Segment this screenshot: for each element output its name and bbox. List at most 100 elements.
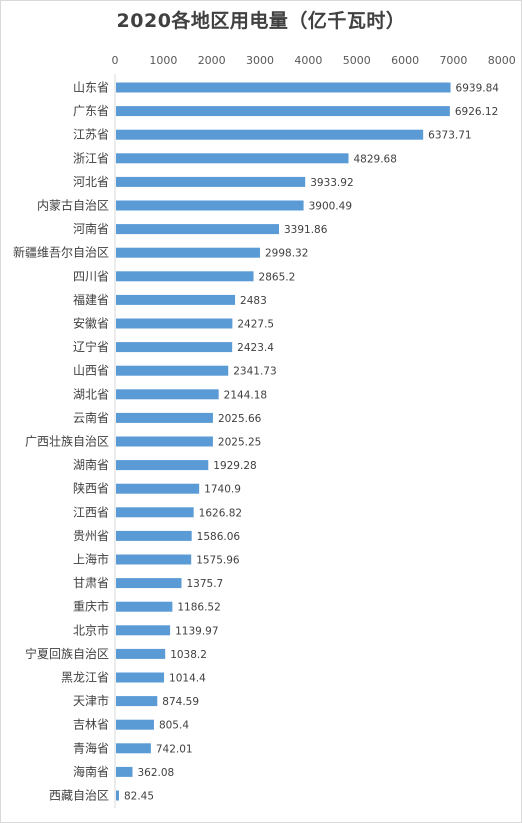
category-label: 四川省: [73, 269, 109, 283]
x-tick-label: 4000: [294, 54, 322, 67]
category-label: 北京市: [73, 622, 109, 637]
category-label: 贵州省: [73, 529, 109, 543]
data-label: 742.01: [156, 743, 193, 755]
bar: [116, 318, 233, 329]
bar: [116, 389, 219, 400]
data-label: 1139.97: [175, 625, 218, 637]
category-label: 安徽省: [73, 316, 109, 331]
category-label: 江苏省: [73, 128, 109, 142]
data-label: 1929.28: [213, 460, 256, 472]
category-label: 湖北省: [73, 386, 109, 401]
data-label: 2483: [240, 295, 267, 307]
category-label: 海南省: [73, 764, 109, 779]
bar: [116, 648, 166, 659]
bar: [116, 743, 151, 754]
category-label: 湖南省: [73, 457, 109, 472]
data-label: 362.08: [138, 767, 175, 779]
category-label: 上海市: [73, 552, 109, 567]
bar: [116, 412, 213, 423]
x-tick-label: 1000: [149, 54, 177, 67]
bar: [116, 271, 254, 282]
category-label: 青海省: [73, 740, 109, 755]
data-label: 6373.71: [428, 130, 471, 142]
x-tick-label: 3000: [246, 54, 274, 67]
data-label: 1186.52: [177, 602, 220, 614]
category-label: 西藏自治区: [49, 789, 109, 803]
data-label: 6939.84: [456, 83, 500, 95]
x-tick-label: 5000: [343, 54, 371, 67]
data-label: 2144.18: [224, 389, 267, 401]
data-label: 1740.9: [204, 484, 241, 496]
data-label: 1375.7: [187, 578, 224, 590]
category-label: 黑龙江省: [61, 671, 109, 685]
category-label: 辽宁省: [73, 339, 109, 354]
bar: [116, 625, 171, 636]
category-label: 宁夏回族自治区: [25, 646, 109, 661]
category-label: 山东省: [73, 81, 109, 95]
category-label: 新疆维吾尔自治区: [13, 245, 109, 260]
bar: [116, 247, 260, 258]
data-label: 1014.4: [169, 673, 206, 685]
bar: [116, 82, 451, 93]
bar: [116, 436, 213, 447]
category-label: 陕西省: [73, 481, 109, 496]
bar: [116, 294, 236, 305]
bar: [116, 106, 450, 117]
category-label: 福建省: [73, 292, 109, 307]
data-label: 2025.66: [218, 413, 262, 425]
bar: [116, 766, 133, 777]
bar: [116, 153, 349, 164]
data-label: 3900.49: [309, 201, 352, 213]
bar: [116, 601, 173, 612]
bars: [116, 82, 451, 801]
data-label: 805.4: [159, 720, 189, 732]
bar: [116, 460, 209, 471]
bar: [116, 342, 233, 353]
bar: [116, 483, 200, 494]
bar: [116, 365, 229, 376]
category-label: 甘肃省: [73, 576, 109, 590]
bar: [116, 719, 154, 730]
data-label: 6926.12: [455, 106, 498, 118]
bar: [116, 530, 192, 541]
bar: [116, 578, 182, 589]
x-axis-ticks: 0 1000 2000 3000 4000 5000 6000 7000 8000: [112, 54, 516, 67]
category-label: 江西省: [73, 505, 109, 519]
bar: [116, 672, 165, 683]
x-tick-label: 8000: [488, 54, 516, 67]
category-label: 广东省: [73, 104, 109, 118]
bar: [116, 507, 194, 518]
bar: [116, 129, 424, 140]
x-tick-label: 2000: [198, 54, 226, 67]
category-label: 云南省: [73, 410, 109, 425]
bar: [116, 200, 304, 211]
x-tick-label: 7000: [439, 54, 467, 67]
data-label: 874.59: [162, 696, 199, 708]
data-label: 2998.32: [265, 248, 308, 260]
data-label: 2025.25: [218, 437, 261, 449]
bar: [116, 554, 192, 565]
data-label: 1038.2: [170, 649, 207, 661]
category-label: 天津市: [73, 693, 109, 708]
data-label: 3933.92: [310, 177, 353, 189]
bar: [116, 176, 306, 187]
data-label: 2341.73: [233, 366, 276, 378]
data-label: 2423.4: [237, 342, 274, 354]
category-label: 重庆市: [73, 599, 109, 614]
data-label: 82.45: [124, 791, 154, 803]
chart-title: 2020各地区用电量（亿千瓦时）: [116, 10, 406, 32]
x-tick-label: 0: [112, 54, 119, 67]
category-labels: 山东省广东省江苏省浙江省河北省内蒙古自治区河南省新疆维吾尔自治区四川省福建省安徽…: [13, 81, 109, 803]
data-label: 2427.5: [237, 319, 274, 331]
category-label: 山西省: [73, 364, 109, 378]
data-label: 3391.86: [284, 224, 328, 236]
bar: [116, 224, 279, 235]
category-label: 吉林省: [73, 718, 109, 732]
data-label: 1575.96: [196, 555, 240, 567]
data-label: 1626.82: [199, 507, 242, 519]
category-label: 河北省: [73, 175, 109, 189]
data-label: 1586.06: [197, 531, 241, 543]
bar: [116, 790, 119, 801]
